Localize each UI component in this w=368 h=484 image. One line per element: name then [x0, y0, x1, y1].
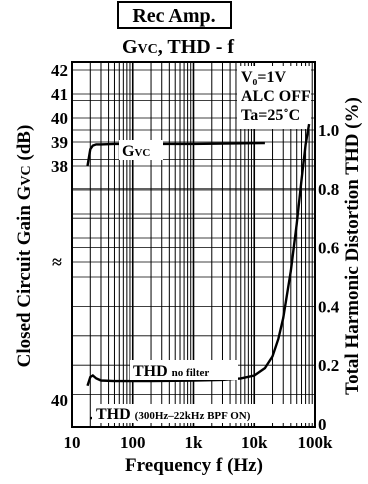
left-tick-label: 41 — [51, 85, 68, 104]
left-tick-label: 42 — [51, 61, 68, 80]
x-tick-label: 10k — [241, 433, 268, 452]
header-box-label: Rec Amp. — [132, 5, 215, 27]
x-tick-label: 10 — [64, 433, 81, 452]
right-tick-labels: 0 0.2 0.4 0.6 0.8 1.0 — [318, 121, 340, 434]
left-tick-label: 39 — [51, 133, 68, 152]
series-line-0 — [86, 141, 265, 167]
left-axis-title: Closed Circuit Gain GVC (dB) — [14, 125, 35, 368]
right-tick-label: 0.4 — [318, 297, 340, 316]
right-axis-title: Total Harmonic Distortion THD (%) — [342, 97, 363, 395]
condition-vo: V₀=1V — [241, 69, 286, 86]
left-tick-label-lower: 40 — [51, 391, 68, 410]
right-tick-label: 1.0 — [318, 121, 339, 140]
x-tick-label: 100 — [120, 433, 146, 452]
series-label-thd-bpf: THD (300Hz–22kHz BPF ON) — [96, 406, 251, 423]
right-tick-label: 0 — [318, 415, 327, 434]
series-label-thd-nofilter: THD no filter — [133, 363, 209, 380]
plot-frame — [71, 61, 316, 428]
left-tick-label: 38 — [51, 157, 68, 176]
chart-title: GVC, THD - f — [122, 36, 234, 58]
x-tick-label: 1k — [185, 433, 204, 452]
x-tick-labels: 10 100 1k 10k 100k — [64, 433, 334, 452]
x-axis-title: Frequency f (Hz) — [125, 455, 263, 476]
condition-ta: Ta=25˚C — [241, 107, 300, 124]
axis-break-symbol: ≈ — [52, 252, 62, 272]
thd-bpf-label-bg — [92, 404, 314, 423]
left-tick-labels: 42 41 40 39 38 40 — [51, 61, 68, 410]
right-tick-label: 0.6 — [318, 239, 339, 258]
series-line-1 — [86, 123, 311, 387]
x-tick-label: 100k — [298, 433, 334, 452]
right-tick-label: 0.2 — [318, 356, 339, 375]
conditions-box — [237, 66, 311, 129]
thd-label-bg — [130, 360, 238, 380]
series-label-gvc: GVC — [122, 143, 150, 160]
right-tick-label: 0.8 — [318, 180, 339, 199]
left-tick-label: 40 — [51, 109, 68, 128]
condition-alc: ALC OFF — [241, 88, 311, 105]
gvc-label-bg — [119, 140, 163, 160]
header-box — [117, 1, 232, 29]
